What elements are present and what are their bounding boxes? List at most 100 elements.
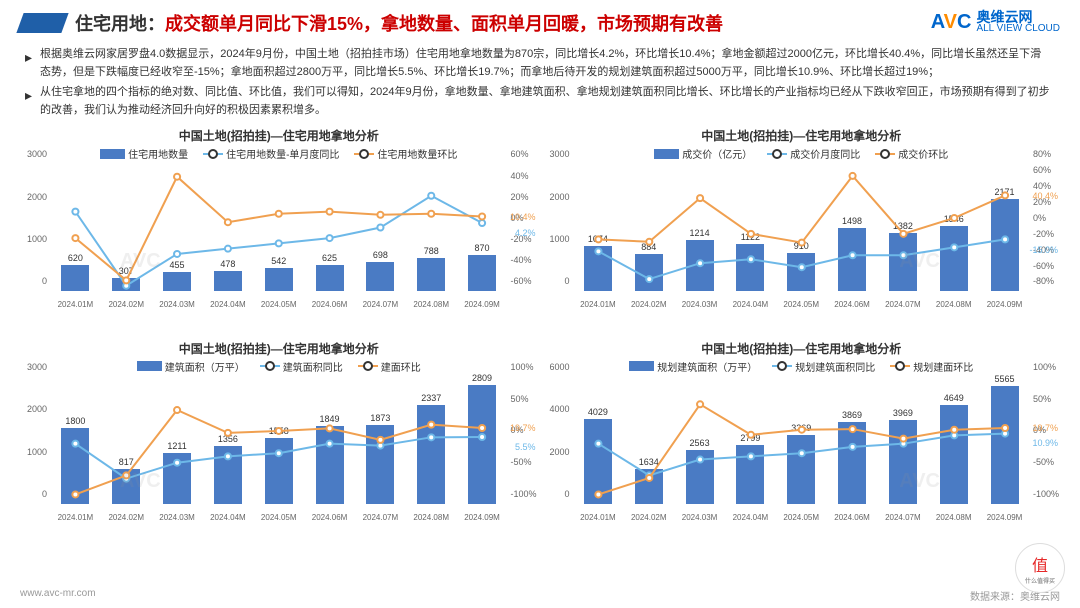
bars: 620 307 455 478 542 625 698 788 870 (50, 164, 508, 291)
logo-en: ALL VIEW CLOUD (976, 24, 1060, 34)
end-label: 10.4% (510, 212, 536, 222)
x-label: 2024.07M (355, 513, 406, 522)
x-label: 2024.09M (979, 300, 1030, 309)
bar-group: 307 (101, 164, 152, 291)
x-label: 2024.01M (573, 300, 624, 309)
x-label: 2024.08M (928, 513, 979, 522)
bar-group: 1849 (304, 377, 355, 504)
bar: 625 (316, 265, 344, 291)
bar-label: 307 (119, 266, 134, 276)
bar: 478 (214, 271, 242, 291)
bar-label: 884 (641, 242, 656, 252)
bar: 542 (265, 268, 293, 291)
x-label: 2024.04M (202, 513, 253, 522)
bar-label: 870 (475, 243, 490, 253)
bar-label: 3969 (893, 408, 913, 418)
end-label: 19.7% (1032, 423, 1058, 433)
chart-title: 中国土地(招拍挂)—住宅用地拿地分析 (543, 340, 1061, 357)
bar: 870 (468, 255, 496, 292)
bar: 1873 (366, 425, 394, 504)
bar-label: 2337 (421, 393, 441, 403)
bar-group: 1122 (725, 164, 776, 291)
bar: 1849 (316, 426, 344, 504)
x-label: 2024.05M (776, 513, 827, 522)
y-axis-left: 0200040006000 (545, 377, 570, 522)
bar: 1634 (635, 469, 663, 504)
bar: 3869 (838, 422, 866, 504)
bullet-2: 从住宅拿地的四个指标的绝对数、同比值、环比值，我们可以得知，2024年9月份，拿… (40, 84, 1050, 119)
summary-bullets: 根据奥维云网家居罗盘4.0数据显示，2024年9月份，中国土地（招拍挂市场）住宅… (0, 41, 1080, 127)
bar-label: 542 (271, 256, 286, 266)
y-axis-right: -100%-50%0%50%100% (1033, 377, 1058, 522)
legend-line1: .leg-line::after{border-color:inherit}建筑… (260, 359, 343, 374)
x-label: 2024.05M (253, 300, 304, 309)
x-label: 2024.07M (355, 300, 406, 309)
bar: 4029 (584, 419, 612, 504)
header-parallelogram-icon (16, 13, 68, 33)
bullet-1: 根据奥维云网家居罗盘4.0数据显示，2024年9月份，中国土地（招拍挂市场）住宅… (40, 46, 1050, 81)
bar: 455 (163, 272, 191, 291)
bar: 2809 (468, 385, 496, 504)
bar-group: 788 (406, 164, 457, 291)
logo-cn: 奥维云网 (976, 10, 1060, 24)
bar-group: 2171 (979, 164, 1030, 291)
bar-group: 2809 (457, 377, 508, 504)
bar-group: 3269 (776, 377, 827, 504)
bar: 620 (61, 265, 89, 291)
bar-label: 2171 (995, 187, 1015, 197)
bar-group: 1382 (877, 164, 928, 291)
legend: 成交价（亿元） .leg-line::after{border-color:in… (543, 146, 1061, 161)
chart-3: 中国土地(招拍挂)—住宅用地拿地分析规划建筑面积（万平） .leg-line::… (543, 340, 1061, 548)
bar-group: 1634 (623, 377, 674, 504)
y-axis-left: 0100020003000 (22, 377, 47, 522)
legend-bar: 成交价（亿元） (654, 146, 752, 161)
bar-label: 1634 (639, 457, 659, 467)
legend-bar: 规划建筑面积（万平） (629, 359, 757, 374)
end-label: -15.0% (1029, 245, 1058, 255)
x-label: 2024.06M (827, 300, 878, 309)
page-title: 住宅用地：成交额单月同比下滑15%，拿地数量、面积单月回暖，市场预期有改善 (75, 10, 723, 36)
legend-line2: 建面环比 (358, 359, 421, 374)
chart-1: 中国土地(招拍挂)—住宅用地拿地分析成交价（亿元） .leg-line::aft… (543, 127, 1061, 335)
bar-group: 3869 (827, 377, 878, 504)
x-label: 2024.03M (152, 300, 203, 309)
plot-area: 0100020003000-100%-50%0%50%100%180081712… (50, 377, 508, 522)
bar-label: 625 (322, 253, 337, 263)
bar-label: 455 (170, 260, 185, 270)
x-label: 2024.02M (101, 300, 152, 309)
bar-group: 884 (623, 164, 674, 291)
x-label: 2024.09M (457, 513, 508, 522)
bar-group: 620 (50, 164, 101, 291)
bar-group: 5565 (979, 377, 1030, 504)
bar-label: 1800 (65, 416, 85, 426)
end-label: 10.9% (1032, 438, 1058, 448)
bar: 910 (787, 253, 815, 292)
bar: 2799 (736, 445, 764, 504)
bar: 1498 (838, 228, 866, 291)
bar: 817 (112, 469, 140, 504)
bar-label: 1382 (893, 221, 913, 231)
bar-group: 2799 (725, 377, 776, 504)
legend-line1: .leg-line::after{border-color:inherit}成交… (767, 146, 860, 161)
header: 住宅用地：成交额单月同比下滑15%，拿地数量、面积单月回暖，市场预期有改善 (0, 0, 1080, 41)
legend-line1: .leg-line::after{border-color:inherit}住宅… (203, 146, 339, 161)
x-axis: 2024.01M2024.02M2024.03M2024.04M2024.05M… (50, 513, 508, 522)
bar-group: 1356 (202, 377, 253, 504)
bar-label: 3869 (842, 410, 862, 420)
chart-title: 中国土地(招拍挂)—住宅用地拿地分析 (543, 127, 1061, 144)
bar-label: 2799 (740, 433, 760, 443)
bar: 1382 (889, 233, 917, 292)
bar-label: 1558 (269, 426, 289, 436)
smzdm-text: 什么值得买 (1025, 576, 1055, 585)
bar: 1122 (736, 244, 764, 291)
x-label: 2024.06M (304, 300, 355, 309)
x-label: 2024.01M (50, 300, 101, 309)
bar-label: 698 (373, 250, 388, 260)
legend-line2: 规划建面环比 (890, 359, 973, 374)
bar-group: 910 (776, 164, 827, 291)
bar-label: 478 (220, 259, 235, 269)
bar-label: 1214 (690, 228, 710, 238)
title-prefix: 住宅用地： (75, 14, 165, 34)
bar-label: 1122 (741, 232, 760, 242)
x-axis: 2024.01M2024.02M2024.03M2024.04M2024.05M… (573, 300, 1031, 309)
